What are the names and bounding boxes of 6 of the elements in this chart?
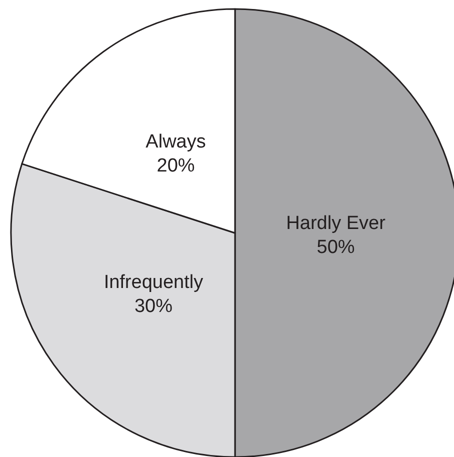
slice-label: Infrequently [104, 272, 204, 294]
slice-label: Hardly Ever [286, 213, 386, 234]
data-label: 20% [156, 155, 195, 176]
data-label: 50% [316, 237, 355, 258]
slice-label: Always [146, 131, 206, 152]
data-label: 30% [134, 296, 173, 318]
